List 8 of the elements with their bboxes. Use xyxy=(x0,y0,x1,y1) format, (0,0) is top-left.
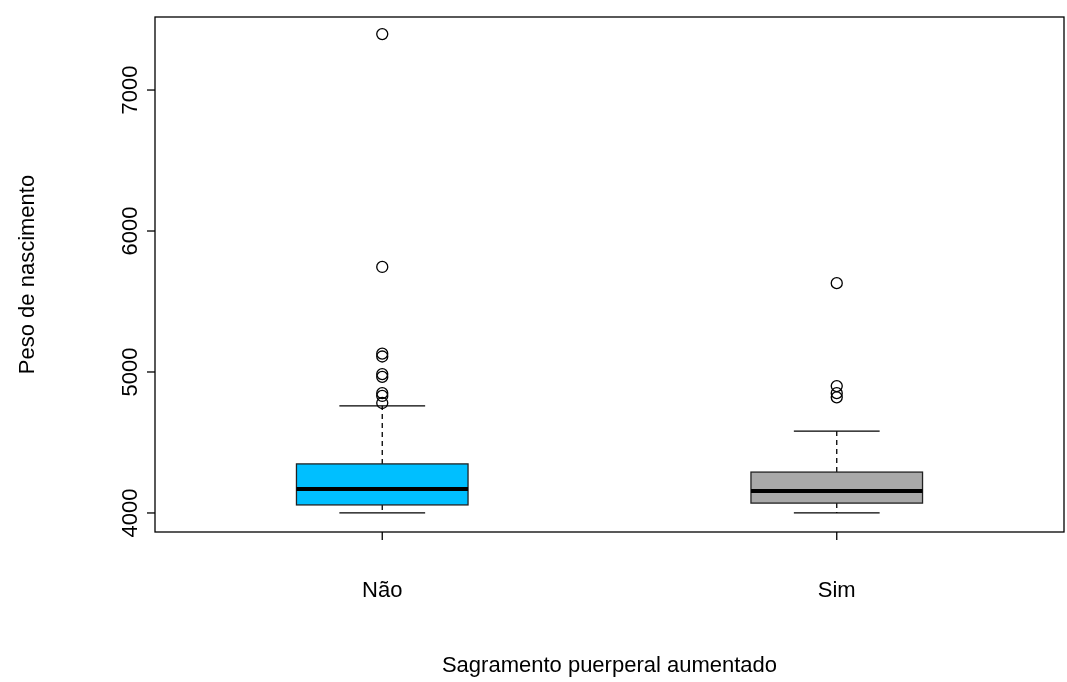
y-tick-label: 7000 xyxy=(117,65,142,115)
x-axis-title: Sagramento puerperal aumentado xyxy=(441,652,778,677)
y-axis-title: Peso de nascimento xyxy=(14,174,39,375)
y-tick-label: 5000 xyxy=(117,347,142,397)
y-tick-label: 4000 xyxy=(117,488,142,538)
x-tick-label: Não xyxy=(362,577,403,602)
x-tick-label: Sim xyxy=(817,577,856,602)
y-tick-label: 6000 xyxy=(117,206,142,256)
